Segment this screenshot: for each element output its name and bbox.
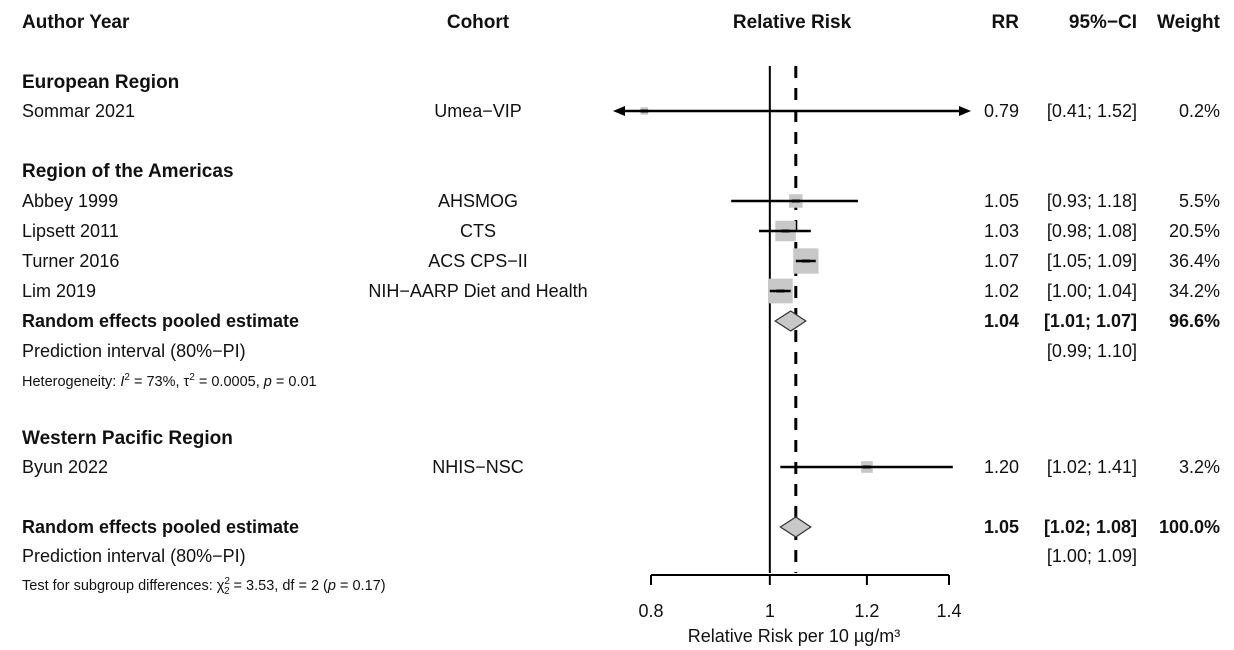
note-part: = 3.53, df = 2 (	[230, 578, 329, 594]
pooled-label: Random effects pooled estimate	[22, 517, 299, 537]
study-name: Sommar 2021	[22, 101, 135, 121]
note-part: = 73%, τ	[130, 374, 190, 390]
row-group: European Region	[22, 72, 179, 93]
row-pi: Prediction interval (80%−PI) [1.00; 1.09]	[22, 546, 1137, 566]
pooled-label: Random effects pooled estimate	[22, 311, 299, 331]
note-part: I	[120, 374, 124, 390]
weight-value: 100.0%	[1159, 517, 1220, 537]
cohort-name: CTS	[460, 221, 496, 241]
rr-value: 1.04	[984, 311, 1019, 331]
x-tick-label: 1.2	[854, 601, 879, 621]
rr-value: 1.03	[984, 221, 1019, 241]
header-rr: RR	[992, 12, 1020, 33]
study-name: Lipsett 2011	[22, 221, 119, 241]
row-study: Abbey 1999 AHSMOG 1.05 [0.93; 1.18] 5.5%	[22, 191, 1220, 211]
ci-value: [1.02; 1.08]	[1044, 517, 1137, 537]
note-part: = 0.17)	[336, 578, 386, 594]
note-text: Heterogeneity: I2 = 73%, τ2 = 0.0005, p …	[22, 372, 317, 390]
row-group: Region of the Americas	[22, 161, 234, 182]
rr-value: 1.05	[984, 191, 1019, 211]
rr-value: 1.05	[984, 517, 1019, 537]
group-label: Western Pacific Region	[22, 428, 233, 449]
note-part: Heterogeneity:	[22, 374, 120, 390]
rr-value: 1.07	[984, 251, 1019, 271]
row-study: Turner 2016 ACS CPS−II 1.07 [1.05; 1.09] 36.…	[22, 248, 1220, 274]
ci-value: [0.93; 1.18]	[1047, 191, 1137, 211]
study-name: Lim 2019	[22, 281, 96, 301]
group-label: Region of the Americas	[22, 161, 234, 182]
note-part: 2	[189, 372, 195, 383]
header-weight: Weight	[1157, 12, 1221, 33]
row-study: Byun 2022 NHIS−NSC 1.20 [1.02; 1.41] 3.2%	[22, 457, 1220, 477]
rr-value: 1.02	[984, 281, 1019, 301]
pooled-diamond	[774, 310, 807, 332]
weight-value: 5.5%	[1179, 191, 1220, 211]
rr-value: 1.20	[984, 457, 1019, 477]
x-tick-label: 1.4	[936, 601, 961, 621]
ci-value: [1.00; 1.09]	[1047, 546, 1137, 566]
x-tick-label: 0.8	[638, 601, 663, 621]
note-part: p	[327, 578, 336, 594]
weight-value: 0.2%	[1179, 101, 1220, 121]
row-pooled: Random effects pooled estimate 1.05 [1.02;…	[22, 516, 1220, 538]
row-study: Lipsett 2011 CTS 1.03 [0.98; 1.08] 20.5%	[22, 220, 1220, 242]
header-ci: 95%−CI	[1069, 12, 1137, 33]
note-part: 2	[124, 372, 130, 383]
header-cohort: Cohort	[447, 12, 510, 33]
x-axis: Relative Risk per 10 µg/m³ 0.8 1 1.2 1.4	[638, 574, 962, 646]
pooled-diamond	[779, 516, 812, 538]
header-study: Author Year	[22, 12, 130, 33]
cohort-name: Umea−VIP	[434, 101, 522, 121]
weight-value: 3.2%	[1179, 457, 1220, 477]
cohort-name: NHIS−NSC	[432, 457, 524, 477]
ci-arrow-right	[959, 106, 971, 116]
note-part: = 0.01	[272, 374, 317, 390]
study-name: Abbey 1999	[22, 191, 118, 211]
x-axis-label: Relative Risk per 10 µg/m³	[688, 626, 900, 646]
row-note: Heterogeneity: I2 = 73%, τ2 = 0.0005, p …	[22, 372, 317, 390]
row-note: Test for subgroup differences: χ2 2 = 3.5…	[22, 576, 386, 597]
study-name: Turner 2016	[22, 251, 119, 271]
weight-value: 96.6%	[1169, 311, 1220, 331]
rr-value: 0.79	[984, 101, 1019, 121]
row-pi: Prediction interval (80%−PI) [0.99; 1.10]	[22, 341, 1137, 361]
weight-value: 36.4%	[1169, 251, 1220, 271]
ci-value: [1.00; 1.04]	[1047, 281, 1137, 301]
ci-value: [1.05; 1.09]	[1047, 251, 1137, 271]
row-study: Sommar 2021 Umea−VIP 0.79 [0.41; 1.52] 0.2%	[22, 101, 1220, 121]
note-part: 2	[224, 576, 230, 587]
note-part: = 0.0005,	[195, 374, 264, 390]
row-group: Western Pacific Region	[22, 428, 233, 449]
cohort-name: NIH−AARP Diet and Health	[368, 281, 587, 301]
ci-value: [1.02; 1.41]	[1047, 457, 1137, 477]
header-plot: Relative Risk	[733, 12, 852, 33]
note-part: Test for subgroup differences: χ	[22, 578, 225, 594]
x-tick-label: 1	[765, 601, 775, 621]
cohort-name: AHSMOG	[438, 191, 518, 211]
row-pooled: Random effects pooled estimate 1.04 [1.01;…	[22, 310, 1220, 332]
ci-value: [1.01; 1.07]	[1044, 311, 1137, 331]
prediction-interval-label: Prediction interval (80%−PI)	[22, 546, 246, 566]
note-part: p	[263, 374, 272, 390]
ci-value: [0.98; 1.08]	[1047, 221, 1137, 241]
weight-value: 20.5%	[1169, 221, 1220, 241]
note-part: 2	[224, 586, 230, 597]
cohort-name: ACS CPS−II	[428, 251, 528, 271]
study-name: Byun 2022	[22, 457, 108, 477]
note-text: Test for subgroup differences: χ2 2 = 3.5…	[22, 576, 386, 597]
weight-value: 34.2%	[1169, 281, 1220, 301]
ci-value: [0.99; 1.10]	[1047, 341, 1137, 361]
ci-arrow-left	[613, 106, 625, 116]
row-study: Lim 2019 NIH−AARP Diet and Health 1.02 [1.0…	[22, 278, 1220, 304]
forest-rows: European Region Sommar 2021 Umea−VIP 0.79 [0…	[22, 72, 1220, 597]
group-label: European Region	[22, 72, 179, 93]
prediction-interval-label: Prediction interval (80%−PI)	[22, 341, 246, 361]
ci-value: [0.41; 1.52]	[1047, 101, 1137, 121]
